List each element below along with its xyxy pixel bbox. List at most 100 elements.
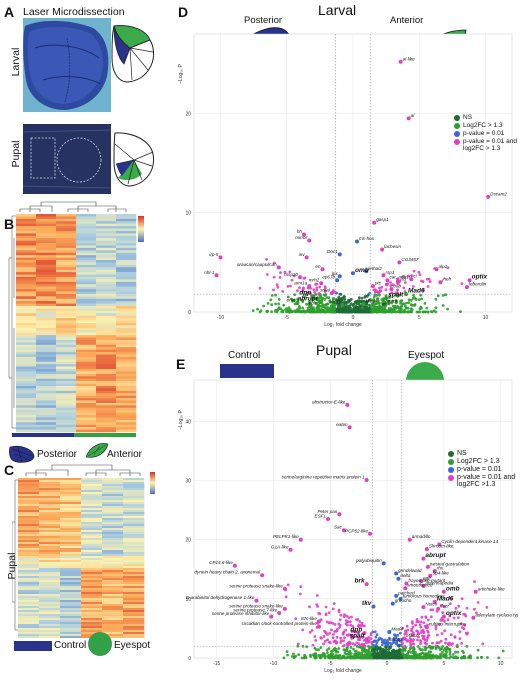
heatmap-cell [60, 482, 82, 485]
labeled-data-point [441, 589, 446, 594]
data-point [331, 607, 335, 611]
heatmap-cell [60, 514, 82, 517]
data-point [363, 310, 366, 314]
data-point [395, 300, 398, 304]
data-point [457, 604, 461, 608]
data-point [338, 626, 341, 629]
heatmap-cell [116, 369, 137, 372]
data-point [315, 301, 319, 305]
heatmap-cell [16, 272, 37, 275]
data-point [479, 656, 483, 659]
heatmap-cell [116, 252, 137, 256]
point-label: serine protease inhibitor-like [212, 611, 270, 616]
data-point [393, 310, 396, 313]
data-point [400, 299, 404, 302]
labeled-data-point [467, 278, 472, 283]
heatmap-cell [96, 323, 117, 326]
heatmap-cell [16, 243, 37, 246]
heatmap-cell [18, 604, 40, 607]
point-label: Doc1 [327, 249, 338, 254]
heatmap-cell [123, 626, 145, 629]
heatmap-cell [16, 264, 37, 268]
heatmap-cell [56, 296, 77, 300]
data-point [402, 286, 406, 290]
heatmap-cell [123, 490, 145, 493]
heatmap-cell [60, 550, 82, 553]
heatmap-cell [96, 366, 117, 370]
data-point [438, 648, 442, 652]
data-point [338, 623, 342, 627]
heatmap-cell [102, 622, 124, 625]
heatmap-cell [76, 303, 97, 307]
data-point [320, 308, 323, 312]
point-label: circadian clock-controlled protein-like [242, 621, 318, 626]
heatmap-cell [116, 276, 137, 280]
heatmap-cell [36, 269, 57, 273]
data-point [414, 623, 417, 627]
heatmap-cell [116, 332, 137, 336]
x-tick-label: -5 [328, 661, 333, 667]
heatmap-cell [116, 393, 137, 396]
labeled-data-point [340, 303, 345, 308]
panel-d-right-label: Anterior [390, 15, 424, 26]
data-point [339, 292, 343, 296]
heatmap-cell [102, 592, 124, 595]
data-point [296, 289, 299, 293]
heatmap-cell [36, 303, 57, 307]
heatmap-cell [56, 366, 77, 370]
data-point [345, 646, 349, 650]
data-point [300, 309, 304, 313]
heatmap-cell [60, 628, 82, 631]
data-point [372, 648, 376, 652]
heatmap-cell [56, 385, 77, 389]
heatmap-cell [81, 594, 103, 597]
heatmap-cell [16, 296, 37, 300]
heatmap-cell [116, 371, 137, 375]
heatmap-cell [56, 216, 77, 220]
heatmap-cell [123, 552, 145, 555]
heatmap-cell [16, 373, 37, 377]
heatmap-cell [56, 284, 77, 287]
heatmap-cell [116, 235, 137, 239]
heatmap-cell [60, 596, 82, 599]
heatmap-cell [18, 618, 40, 621]
labeled-data-point [319, 281, 324, 286]
heatmap-cell [96, 313, 117, 317]
heatmap-cell [96, 289, 117, 292]
heatmap-cell [36, 257, 57, 261]
data-point [317, 648, 320, 652]
data-point [439, 618, 443, 622]
point-label: car_antr10 [389, 275, 411, 280]
point-label: al-like [403, 56, 415, 61]
data-point [445, 650, 449, 654]
heatmap-cell [36, 255, 57, 258]
heatmap-cell [76, 226, 97, 229]
data-point [386, 282, 389, 286]
labeled-data-point [316, 624, 321, 629]
heatmap-cell [18, 518, 40, 521]
point-label: tkv [362, 600, 372, 607]
data-point [376, 299, 380, 302]
heatmap-cell [102, 524, 124, 527]
heatmap-cell [16, 366, 37, 370]
heatmap-cell [18, 578, 40, 581]
heatmap-cell [39, 542, 61, 545]
point-label: mrh2 [309, 278, 320, 283]
heatmap-cell [39, 518, 61, 521]
heatmap-cell [16, 424, 37, 428]
data-point [387, 300, 390, 304]
data-point [269, 298, 273, 302]
labeled-data-point [316, 619, 321, 624]
point-label: msp20 [284, 272, 298, 277]
heatmap-cell [16, 257, 37, 261]
heatmap-cell [16, 422, 37, 426]
heatmap-cell [102, 536, 124, 539]
heatmap-cell [18, 624, 40, 627]
heatmap-cell [96, 291, 117, 295]
heatmap-cell [76, 320, 97, 324]
heatmap-cell [16, 267, 37, 271]
heatmap-cell [123, 530, 145, 533]
data-point [312, 288, 316, 291]
data-point [365, 302, 369, 306]
point-label: PELPK1-like [273, 534, 299, 539]
